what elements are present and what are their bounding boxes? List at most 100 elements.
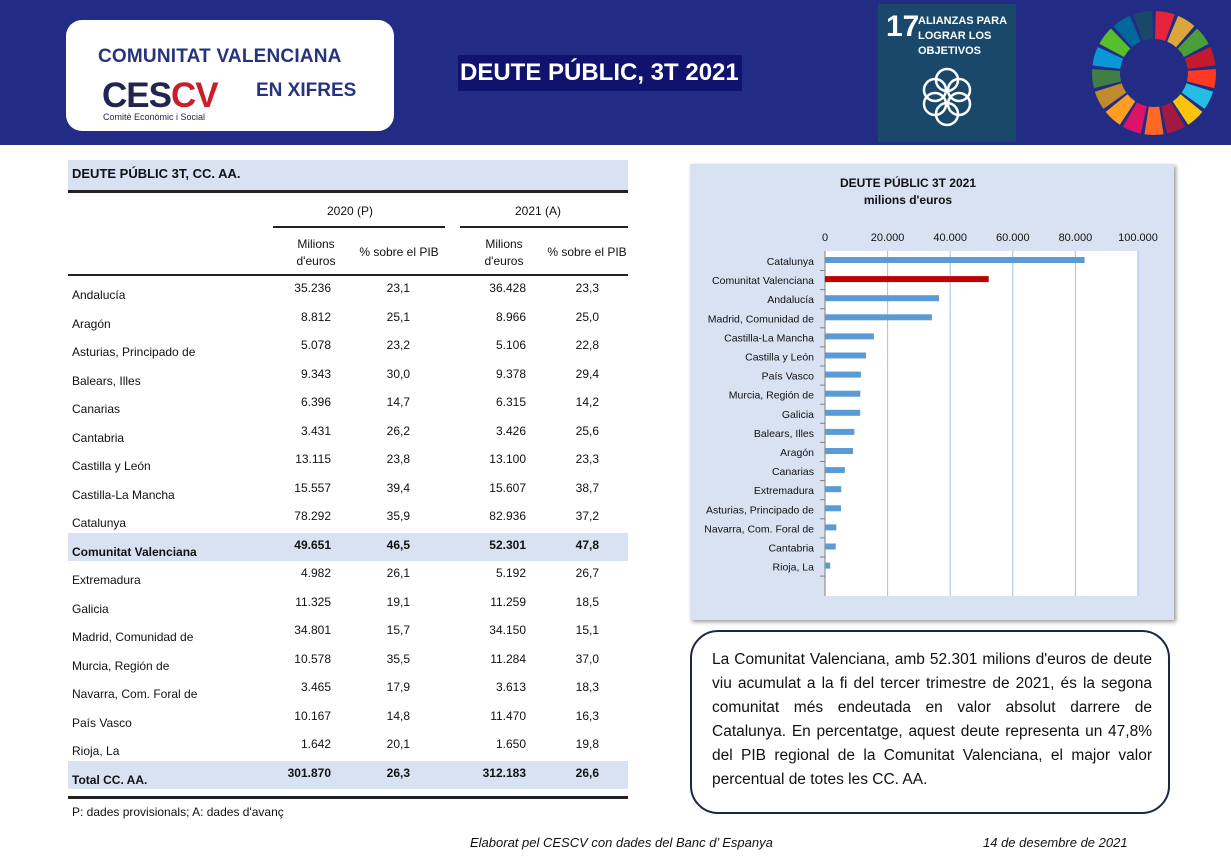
table-note: P: dades provisionals; A: dades d'avanç (72, 805, 284, 819)
region-name: Total CC. AA. (72, 772, 148, 787)
sdg-wheel-segment (1092, 69, 1122, 89)
region-name: Comunitat Valenciana (72, 544, 197, 559)
table-bottom-rule (68, 796, 628, 799)
sdg-wheel-segment (1094, 83, 1127, 109)
pct-2020: 23,1 (386, 281, 410, 295)
bar (825, 562, 831, 569)
year-2021-rule (460, 226, 628, 228)
region-name: Asturias, Principado de (72, 345, 196, 359)
millions-2021: 8.966 (495, 309, 526, 324)
pct-2020: 17,9 (386, 680, 410, 694)
pct-2021: 14,2 (575, 395, 599, 409)
category-label: Comunitat Valenciana (712, 275, 814, 287)
page-title: DEUTE PÚBLIC, 3T 2021 (458, 55, 742, 91)
bar (825, 314, 932, 321)
pct-2021: 37,2 (575, 509, 599, 523)
category-label: Catalunya (767, 256, 814, 268)
pct-2021: 16,3 (575, 708, 599, 723)
year-2021-header: 2021 (A) (514, 204, 562, 218)
millions-2020: 13.115 (295, 452, 331, 466)
sdg-wheel-segment (1155, 11, 1175, 41)
pct-2020: 25,1 (386, 309, 410, 324)
bar (825, 428, 855, 435)
plot-area (825, 251, 1138, 596)
chart-panel: DEUTE PÚBLIC 3T 2021 milions d'euros 0 20.0… (690, 164, 1174, 620)
pct-2021: 18,3 (575, 680, 599, 694)
pct-2020: 26,3 (386, 765, 410, 780)
table-row: Asturias, Principado de 5.078 23,2 5.106 22,… (68, 333, 628, 362)
category-label: Navarra, Com. Foral de (704, 523, 814, 535)
x-tick-label: 40.000 (933, 232, 967, 244)
category-label: Castilla y León (745, 352, 814, 364)
region-name: Rioja, La (72, 744, 120, 758)
x-tick-label: 20.000 (871, 232, 905, 244)
region-name: Catalunya (72, 516, 127, 530)
bar (825, 257, 1085, 263)
category-label: Asturias, Principado de (706, 504, 814, 516)
pct-2021: 22,8 (575, 338, 599, 352)
sdg-wheel-segment (1122, 102, 1147, 134)
table-title-bar: DEUTE PÚBLIC 3T, CC. AA. (68, 160, 628, 190)
bar (825, 409, 861, 416)
footer-date: 14 de desembre de 2021 (983, 835, 1128, 850)
sdg-wheel-icon (1092, 11, 1216, 135)
category-label: Extremadura (754, 485, 814, 497)
logo-text-red: CV (170, 76, 219, 115)
pct-2021: 19,8 (575, 737, 599, 751)
millions-2021: 15.607 (489, 480, 526, 495)
millions-2020: 3.431 (300, 423, 331, 438)
summary-box: La Comunitat Valenciana, amb 52.301 mili… (690, 630, 1170, 814)
col-millions-2021: Milions d'euros (484, 237, 524, 268)
cescv-logo: CESCV (102, 76, 219, 115)
bar (825, 467, 845, 474)
bar (825, 276, 989, 283)
sdg-number: 17 (886, 10, 920, 43)
pct-2021: 25,0 (575, 309, 599, 324)
pct-2020: 46,5 (386, 537, 410, 552)
millions-2021: 1.650 (495, 737, 526, 751)
table-row: Castilla y León 13.115 23,8 13.100 23,3 (68, 447, 628, 476)
region-name: Cantabria (72, 430, 125, 445)
bar (825, 371, 861, 378)
sdg-wheel-segment (1172, 94, 1203, 125)
table-row: Catalunya 78.292 35,9 82.936 37,2 (68, 504, 628, 533)
bar (825, 486, 842, 493)
millions-2021: 3.426 (495, 423, 526, 438)
bar (825, 295, 940, 302)
millions-2021: 36.428 (489, 281, 526, 295)
table-total-row: Total CC. AA. 301.870 26,3 312.183 26,6 (68, 760, 628, 789)
table-row: Aragón 8.812 25,1 8.966 25,0 (68, 305, 628, 334)
table-row: Murcia, Región de 10.578 35,5 11.284 37,0 (68, 647, 628, 676)
pct-2020: 26,2 (386, 423, 410, 438)
region-name: Aragón (72, 316, 111, 331)
millions-2021: 52.301 (489, 537, 526, 552)
sdg-partnership-icon (922, 67, 972, 127)
region-name: Galicia (72, 601, 109, 616)
pct-2021: 26,7 (575, 566, 599, 580)
millions-2020: 6.396 (300, 395, 331, 409)
millions-2021: 5.106 (495, 338, 526, 352)
millions-2021: 312.183 (482, 765, 526, 780)
table-row: Castilla-La Mancha 15.557 39,4 15.607 38,7 (68, 476, 628, 505)
pct-2020: 23,2 (386, 338, 410, 352)
category-label: Canarias (772, 466, 814, 478)
region-name: Castilla y León (72, 459, 151, 473)
x-tick-label: 60.000 (996, 232, 1030, 244)
logo-subtitle: Comitè Econòmic i Social (103, 112, 206, 122)
sdg-text: ALIANZAS PARA LOGRAR LOS OBJETIVOS (918, 15, 1007, 57)
millions-2021: 13.100 (489, 452, 526, 466)
millions-2020: 10.167 (294, 708, 331, 723)
bar (825, 448, 854, 454)
sdg-wheel-segment (1144, 106, 1164, 135)
col-millions-2020: Milions d'euros (296, 237, 336, 268)
millions-2020: 3.465 (300, 680, 331, 694)
category-label: Galicia (782, 409, 814, 421)
category-label: Balears, Illes (754, 428, 814, 440)
sdg-wheel-segment (1177, 28, 1209, 57)
millions-2020: 35.236 (294, 281, 331, 295)
millions-2021: 6.315 (495, 395, 526, 409)
region-name: País Vasco (72, 715, 132, 730)
sdg-wheel-segment (1186, 69, 1216, 89)
region-name: Canarias (72, 402, 121, 416)
chart-subtitle: milions d'euros (864, 193, 953, 207)
